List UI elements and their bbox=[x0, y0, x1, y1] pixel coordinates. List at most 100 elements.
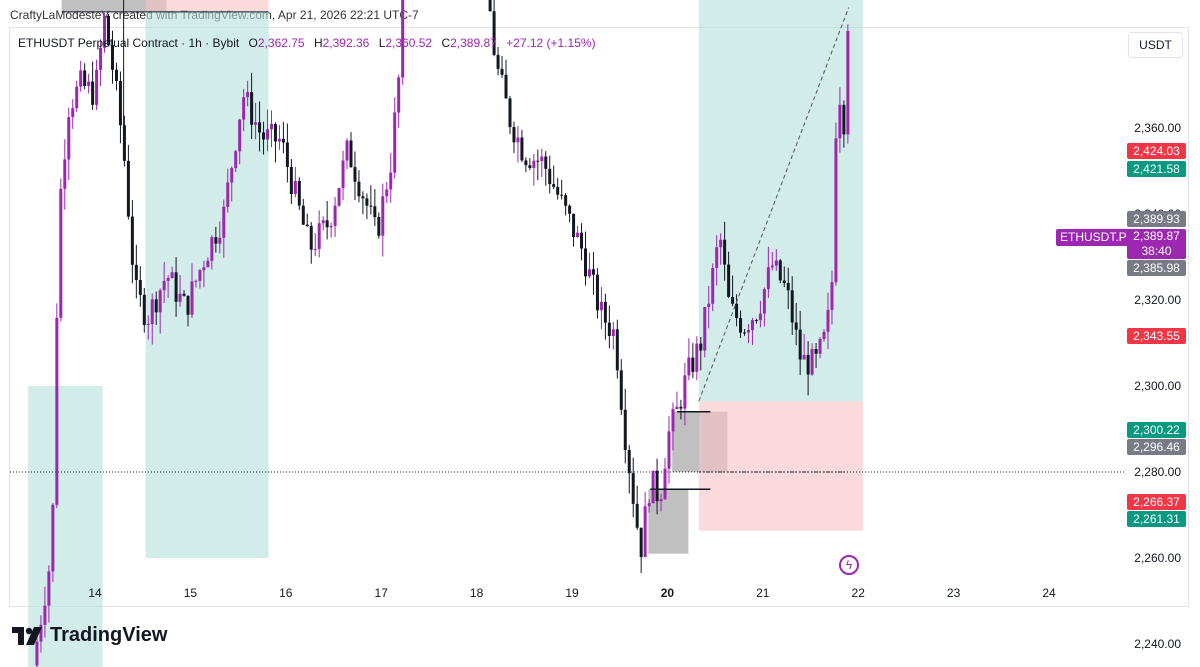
candle-body bbox=[639, 527, 643, 557]
candle-body bbox=[834, 138, 838, 283]
candle-body bbox=[727, 264, 731, 297]
lightning-bolt-icon[interactable]: ϟ bbox=[839, 555, 859, 575]
candle-body bbox=[393, 112, 397, 173]
candle-body bbox=[798, 329, 802, 360]
candle-body bbox=[635, 503, 639, 528]
candle-body bbox=[242, 97, 246, 120]
time-axis: 14 15 16 17 18 19 20 21 22 23 24 bbox=[88, 586, 1056, 600]
candle-body bbox=[595, 274, 599, 311]
candle-body bbox=[739, 318, 743, 333]
tradingview-logo[interactable]: TradingView bbox=[12, 624, 167, 647]
candle-body bbox=[130, 216, 134, 265]
x-tick-label: 19 bbox=[565, 586, 579, 600]
candle-body bbox=[719, 239, 723, 248]
candle-body bbox=[373, 206, 377, 218]
candle-body bbox=[758, 313, 762, 321]
candle-body bbox=[269, 124, 273, 130]
candle-body bbox=[170, 272, 174, 278]
y-tick-label: 2,320.00 bbox=[1134, 293, 1181, 307]
candle-body bbox=[711, 267, 715, 304]
candle-body bbox=[43, 605, 47, 625]
candle-body bbox=[254, 122, 258, 125]
candle-body bbox=[790, 290, 794, 323]
x-tick-label: 15 bbox=[184, 586, 198, 600]
candle-body bbox=[313, 248, 317, 250]
price-tag-support: 2,261.31 bbox=[1127, 511, 1186, 527]
target-zone bbox=[698, 0, 863, 402]
price-tag-target-lower: 2,300.22 bbox=[1127, 422, 1186, 438]
candle-body bbox=[838, 104, 842, 139]
candle-body bbox=[603, 301, 607, 323]
candle-body bbox=[492, 11, 496, 55]
candle-body bbox=[309, 225, 313, 250]
candle-body bbox=[297, 180, 301, 206]
candle-body bbox=[528, 165, 532, 168]
candle-body bbox=[818, 338, 822, 354]
candle-body bbox=[35, 641, 39, 666]
candle-body bbox=[631, 473, 635, 504]
candle-body bbox=[83, 70, 87, 86]
legend-change: +27.12 (+1.15%) bbox=[506, 36, 596, 50]
candle-body bbox=[552, 184, 556, 187]
candle-body bbox=[401, 0, 405, 78]
candle-body bbox=[599, 301, 603, 311]
tradingview-logo-icon bbox=[12, 626, 42, 645]
price-tag-low: 2,385.98 bbox=[1127, 260, 1186, 276]
candle-body bbox=[643, 506, 647, 557]
candle-body bbox=[59, 188, 63, 318]
candle-body bbox=[126, 160, 130, 217]
candle-body bbox=[723, 239, 727, 265]
candle-body bbox=[679, 406, 683, 409]
currency-button[interactable]: USDT bbox=[1128, 32, 1183, 58]
candle-body bbox=[186, 295, 190, 315]
candle-body bbox=[289, 166, 293, 194]
candle-body bbox=[703, 307, 707, 351]
candle-body bbox=[500, 68, 504, 75]
candle-body bbox=[580, 232, 584, 249]
candle-body bbox=[846, 30, 850, 135]
price-axis: 2,460.002,440.002,420.002,400.002,380.00… bbox=[1134, 35, 1181, 651]
candle-countdown: 38:40 bbox=[1141, 244, 1172, 258]
candle-body bbox=[576, 232, 580, 237]
price-tag-target-upper: 2,421.58 bbox=[1127, 161, 1186, 177]
candle-body bbox=[162, 280, 166, 291]
candle-body bbox=[587, 269, 591, 277]
candle-body bbox=[230, 168, 234, 183]
candle-body bbox=[508, 98, 512, 128]
candle-body bbox=[55, 317, 59, 505]
candle-body bbox=[548, 168, 552, 185]
stop-zone bbox=[145, 0, 269, 12]
candle-body bbox=[385, 189, 389, 197]
price-tag-stop-mid: 2,343.55 bbox=[1127, 328, 1186, 344]
candle-body bbox=[699, 343, 703, 351]
legend-close: 2,389.87 bbox=[450, 36, 497, 50]
candle-body bbox=[683, 375, 687, 409]
candle-body bbox=[774, 260, 778, 266]
brand-name: TradingView bbox=[50, 624, 168, 646]
candle-body bbox=[329, 225, 333, 228]
candle-body bbox=[611, 329, 615, 336]
candle-body bbox=[103, 15, 107, 48]
drawing-lines bbox=[61, 0, 850, 490]
x-tick-label: 17 bbox=[375, 586, 389, 600]
block-zone bbox=[648, 489, 689, 554]
block-zone bbox=[61, 0, 167, 12]
candle-body bbox=[743, 332, 747, 334]
candle-body bbox=[206, 260, 210, 268]
candle-body bbox=[766, 267, 770, 290]
candle-body bbox=[663, 468, 667, 500]
candle-body bbox=[504, 74, 508, 99]
legend-symbol: ETHUSDT Perpetual Contract · 1h · Bybit bbox=[18, 36, 240, 50]
x-tick-label: 23 bbox=[947, 586, 961, 600]
candle-body bbox=[560, 194, 564, 196]
candle-body bbox=[647, 503, 651, 507]
candle-body bbox=[47, 571, 51, 606]
candle-body bbox=[305, 224, 309, 226]
candle-body bbox=[750, 320, 754, 331]
candle-body bbox=[381, 196, 385, 236]
candle-body bbox=[397, 77, 401, 113]
candle-body bbox=[826, 309, 830, 332]
candle-body bbox=[79, 70, 83, 87]
candle-body bbox=[142, 294, 146, 325]
